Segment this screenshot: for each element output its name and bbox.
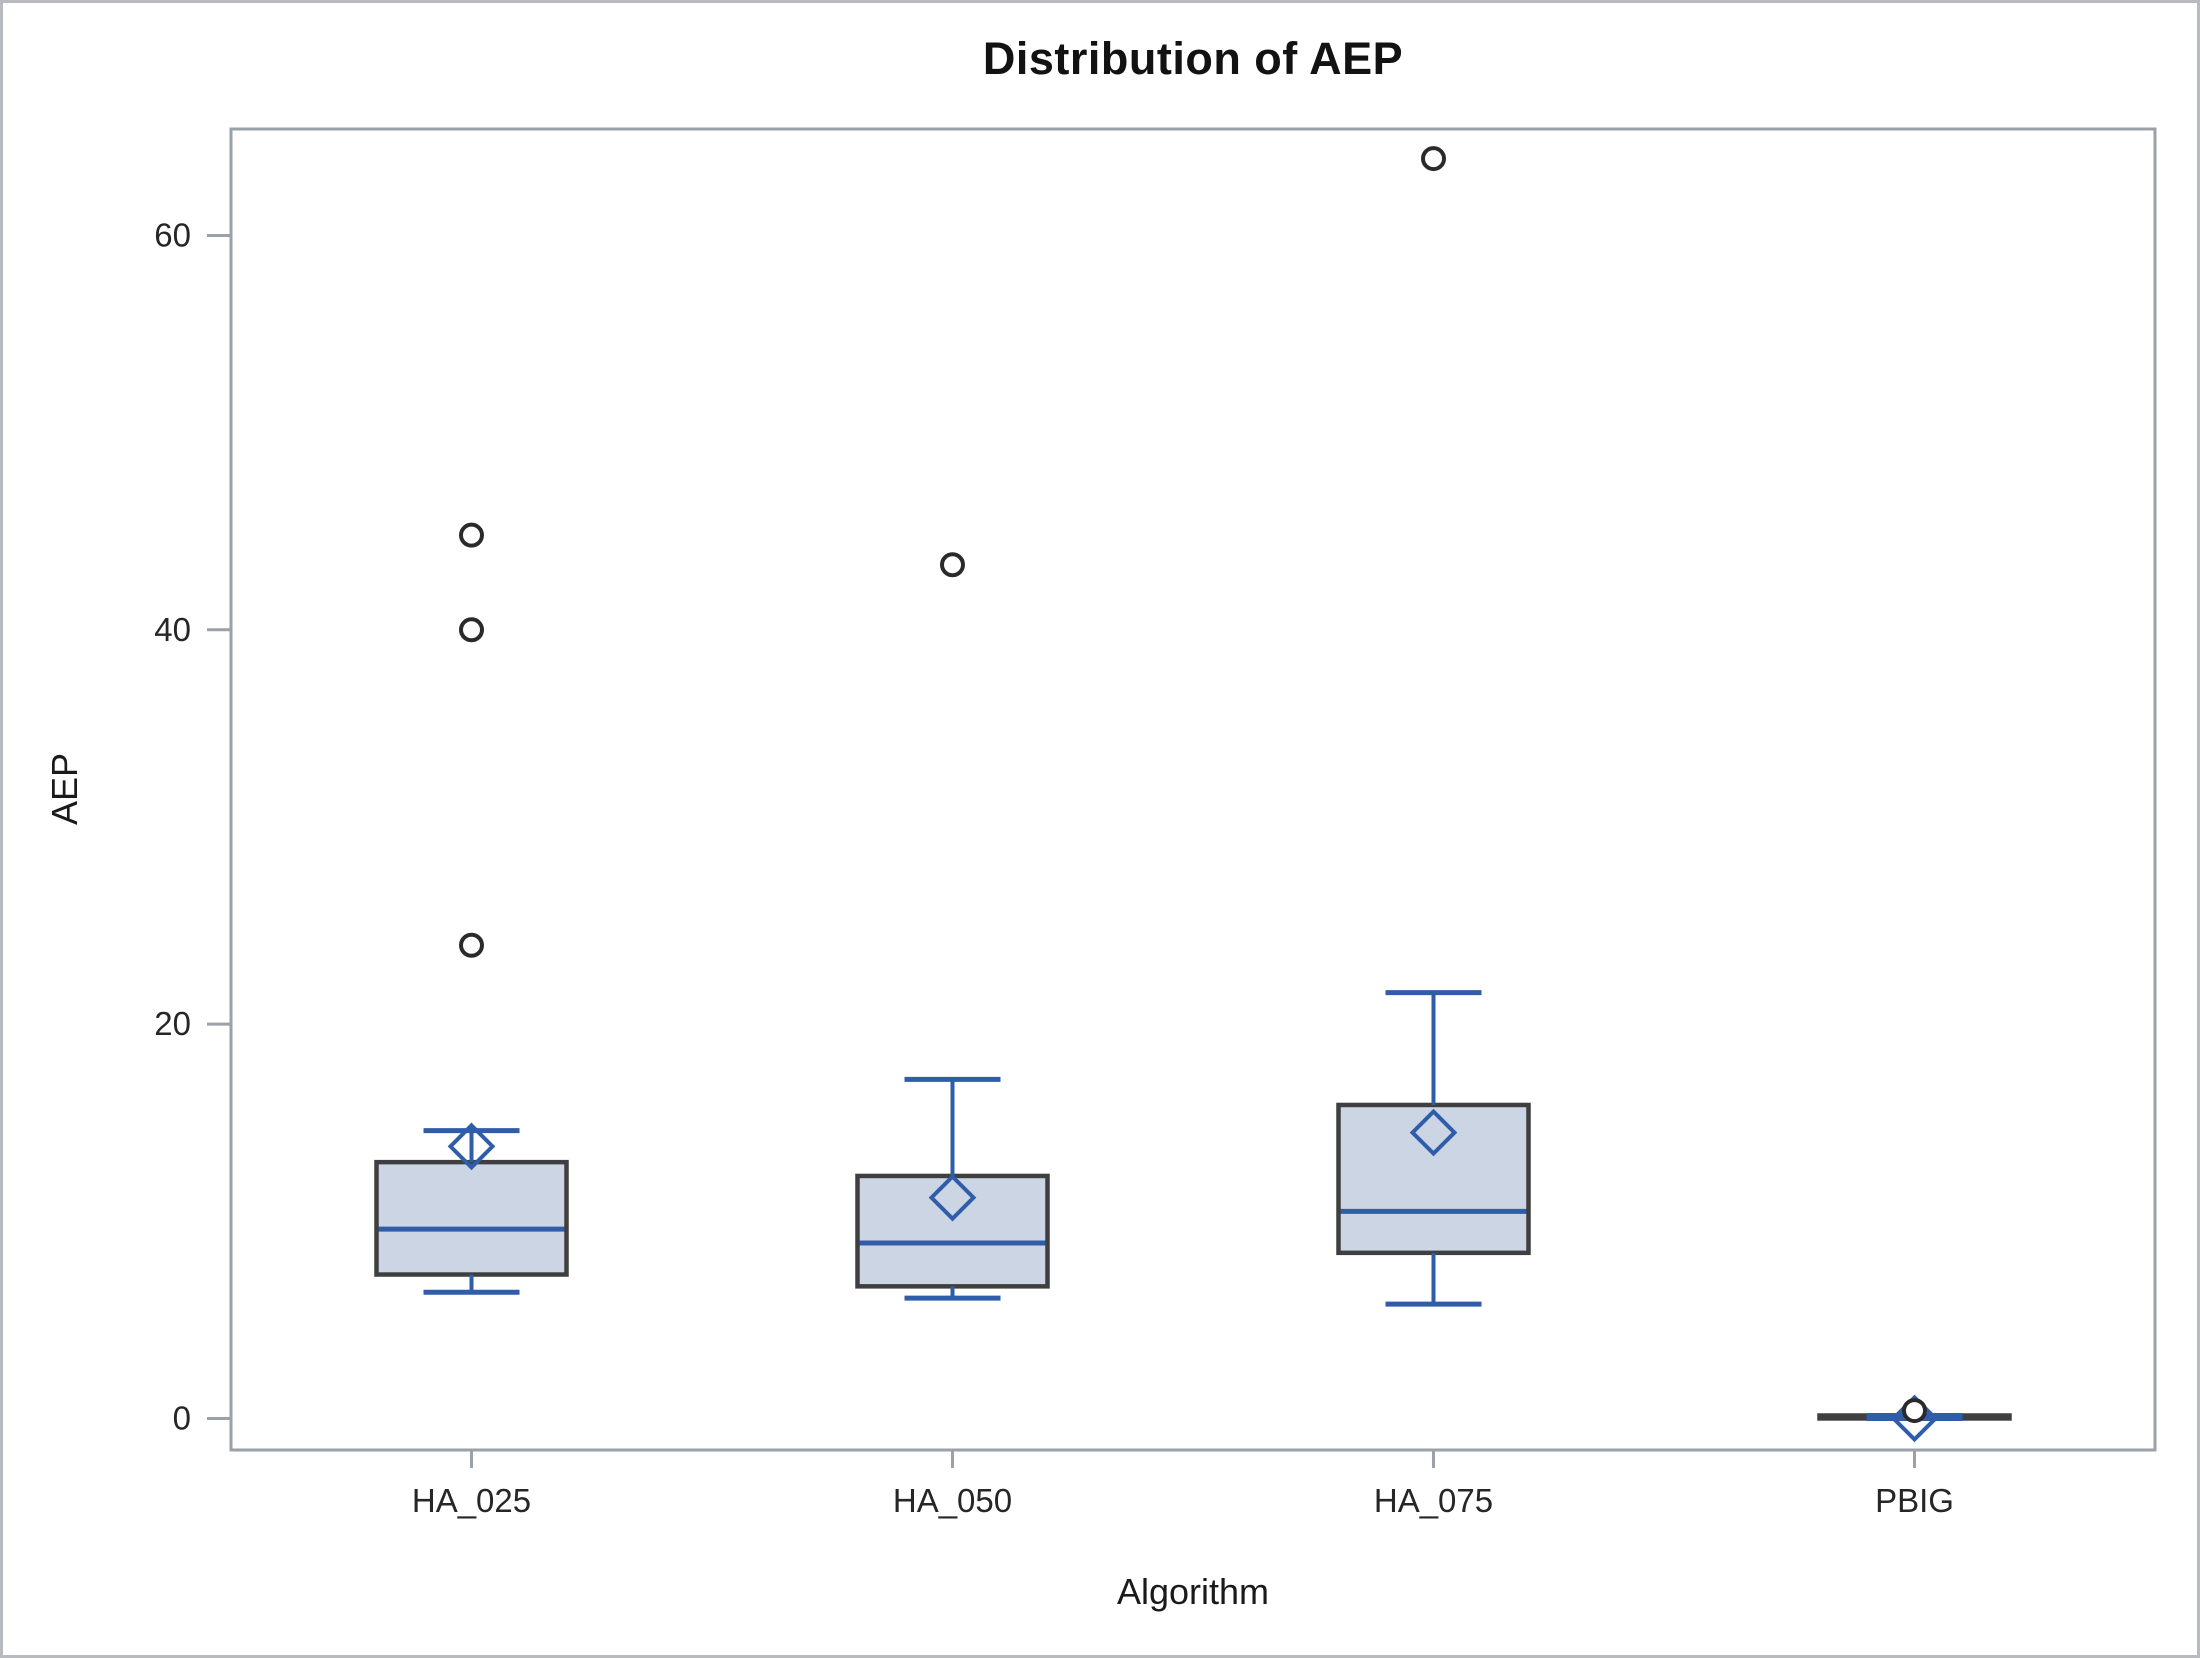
y-tick-label: 0 (173, 1399, 191, 1436)
mean-diamond-HA_075 (1409, 1108, 1458, 1157)
mean-diamond-HA_025 (447, 1122, 496, 1171)
outlier-HA_025 (459, 932, 484, 958)
chart-title: Distribution of AEP (982, 33, 1404, 84)
y-tick-label: 20 (154, 1005, 191, 1042)
y-tick-label: 40 (154, 611, 191, 648)
outlier-HA_025 (459, 522, 484, 548)
outlier-PBIG (1902, 1398, 1927, 1424)
boxplot-canvas: 0 20 40 60 HA_025 HA_050 HA_075 PBIG (154, 127, 2157, 1519)
x-tick-label: PBIG (1875, 1482, 1954, 1519)
x-tick-label: HA_025 (412, 1482, 531, 1519)
box-HA_050 (857, 1175, 1048, 1287)
outlier-HA_075 (1421, 146, 1446, 172)
box-HA_075 (1338, 1104, 1529, 1253)
mean-diamond-PBIG (1890, 1394, 1939, 1443)
x-tick-label: HA_050 (893, 1482, 1012, 1519)
outlier-HA_050 (940, 552, 965, 578)
mean-diamond-HA_050 (928, 1173, 977, 1222)
outlier-HA_025 (459, 617, 484, 643)
plot-frame (229, 127, 2157, 1452)
x-tick-label: HA_075 (1374, 1482, 1493, 1519)
y-tick-label: 60 (154, 216, 191, 253)
box-HA_025 (376, 1162, 567, 1275)
x-axis-label: Algorithm (1116, 1571, 1270, 1612)
